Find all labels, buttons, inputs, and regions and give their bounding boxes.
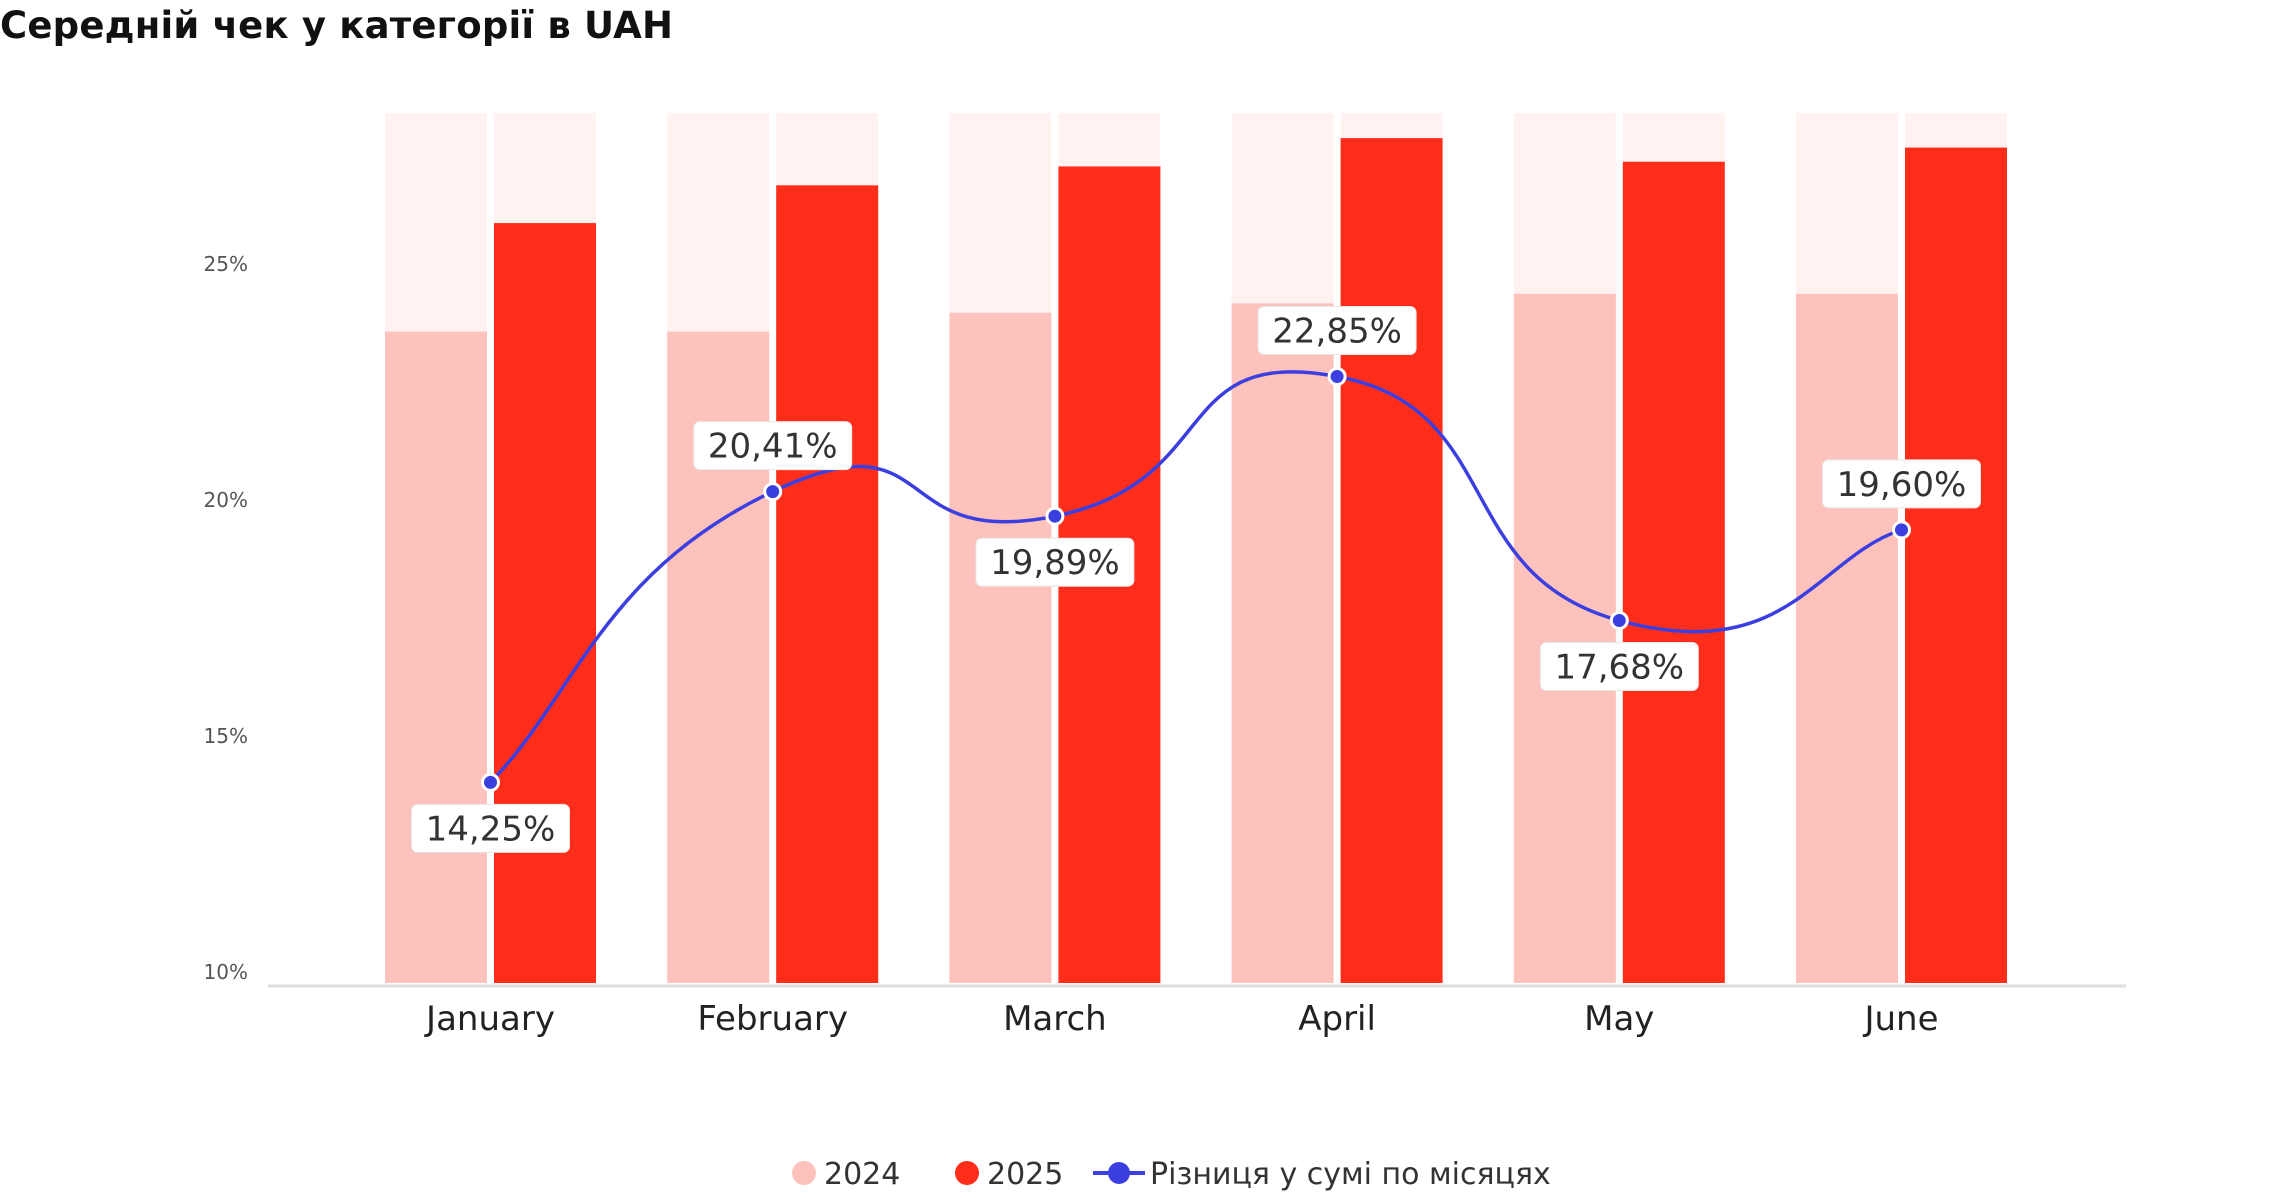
legend-marker-2024 <box>792 1161 816 1185</box>
data-label-box <box>1257 305 1417 355</box>
difference-point-may <box>1609 611 1629 631</box>
data-label-box <box>411 803 570 853</box>
x-tick-label: May <box>1584 999 1654 1039</box>
bar-2024-june <box>1796 293 1898 983</box>
bar-2024-january <box>385 331 487 983</box>
y-tick-label: 15% <box>204 724 248 748</box>
data-label: 19,89% <box>990 543 1120 583</box>
legend-label-2024: 2024 <box>824 1157 900 1192</box>
x-tick-label: April <box>1298 999 1376 1039</box>
bar-2025-may <box>1622 161 1725 984</box>
y-tick-label: 10% <box>204 960 248 984</box>
difference-point-january <box>481 772 500 792</box>
x-tick-label: March <box>1003 999 1107 1039</box>
difference-point-june <box>1892 520 1911 540</box>
y-tick-label: 25% <box>204 252 248 276</box>
chart-title: Середній чек у категорії в UAH <box>0 4 674 47</box>
data-label: 22,85% <box>1272 311 1402 351</box>
bars <box>385 138 2007 984</box>
legend: 2024 2025 Різниця у сумі по місяцях <box>792 1157 1551 1192</box>
data-label-box <box>1822 459 1981 509</box>
data-label: 17,68% <box>1554 648 1684 688</box>
difference-point-april <box>1327 366 1347 386</box>
data-label: 19,60% <box>1837 465 1967 505</box>
x-axis-ticks: January February March April May June <box>424 999 1938 1039</box>
bar-2025-february <box>776 185 879 983</box>
data-labels: 14,25% 20,41% 19,89% 22,85% 17,68% 19,60% <box>411 305 1981 853</box>
data-label: 20,41% <box>708 427 838 467</box>
legend-label-difference: Різниця у сумі по місяцях <box>1150 1157 1551 1192</box>
difference-point-february <box>763 482 783 502</box>
data-label-box <box>693 421 853 471</box>
bar-2024-april <box>1231 303 1334 983</box>
x-tick-label: February <box>697 999 848 1039</box>
data-label: 14,25% <box>426 809 556 849</box>
bar-2024-may <box>1513 293 1616 983</box>
bar-2024-march <box>949 312 1052 983</box>
legend-marker-difference <box>1108 1162 1130 1184</box>
bar-2025-january <box>494 223 596 983</box>
y-tick-label: 20% <box>204 488 248 512</box>
bar-2025-april <box>1340 138 1443 983</box>
x-tick-label: January <box>424 999 555 1039</box>
x-tick-label: June <box>1862 999 1938 1039</box>
data-label-box <box>975 537 1135 587</box>
difference-line <box>481 366 1911 792</box>
legend-marker-2025 <box>955 1161 979 1185</box>
background-bands <box>385 113 2007 983</box>
data-label-box <box>1539 642 1699 692</box>
bar-2025-june <box>1905 147 2007 983</box>
legend-label-2025: 2025 <box>987 1157 1063 1192</box>
y-axis-ticks: 10% 15% 20% 25% <box>204 252 248 984</box>
difference-point-march <box>1045 506 1065 526</box>
difference-line-path <box>489 370 1903 784</box>
